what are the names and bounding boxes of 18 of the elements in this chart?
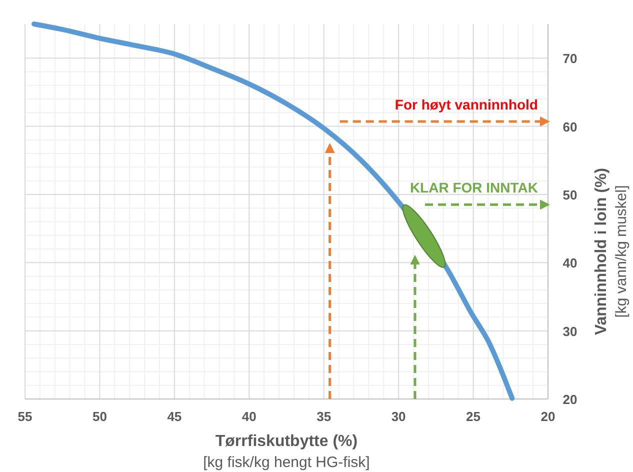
x-tick-label: 30 bbox=[391, 409, 406, 424]
y-tick-label: 40 bbox=[562, 256, 578, 271]
x-axis-title: Tørrfiskutbytte (%) [kg fisk/kg hengt HG-fisk] bbox=[203, 433, 370, 471]
x-tick-label: 50 bbox=[92, 409, 107, 424]
y-tick-label: 50 bbox=[562, 187, 578, 202]
x-tick-label: 25 bbox=[466, 409, 481, 424]
ref-line-label: KLAR FOR INNTAK bbox=[410, 180, 538, 196]
y-tick-label: 60 bbox=[562, 119, 578, 134]
y-tick-label: 70 bbox=[562, 51, 578, 66]
y-tick-label: 30 bbox=[562, 324, 578, 339]
x-tick-label: 40 bbox=[242, 409, 256, 424]
x-tick-label: 55 bbox=[18, 409, 32, 424]
x-tick-label: 35 bbox=[316, 409, 332, 424]
y-tick-label: 20 bbox=[562, 392, 578, 407]
y-axis-title: Vanninnhold i loin (%) [kg vann/kg muskel] bbox=[593, 168, 630, 336]
x-tick-label: 45 bbox=[167, 409, 182, 424]
x-tick-label: 20 bbox=[540, 409, 556, 424]
ref-line-label: For høyt vanninnhold bbox=[394, 96, 538, 112]
